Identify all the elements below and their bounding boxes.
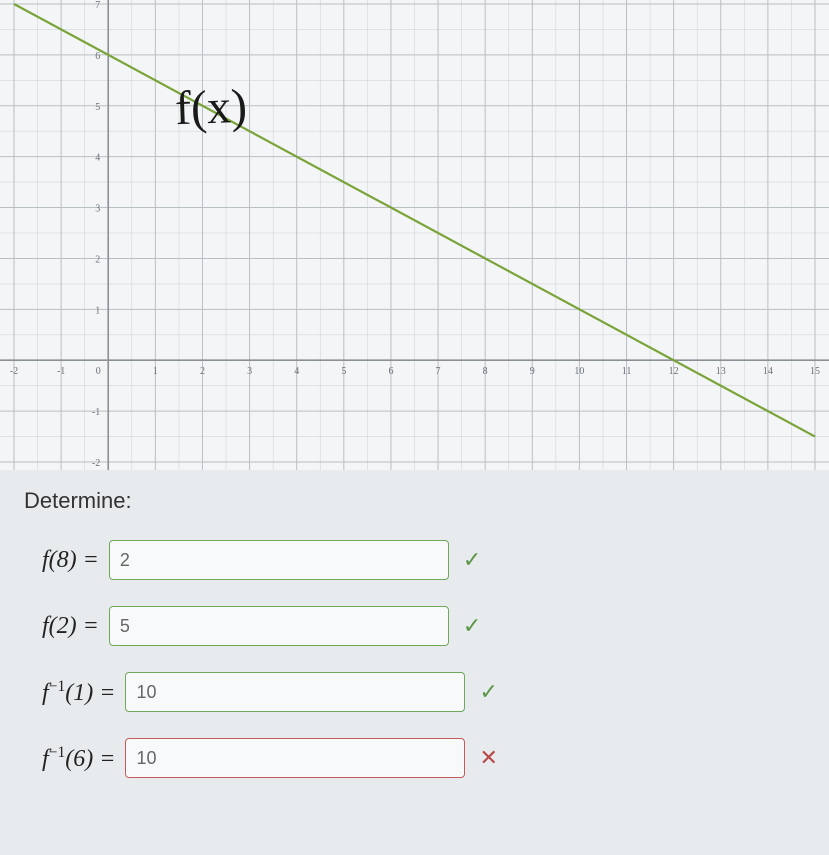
check-icon: ✓ — [463, 613, 487, 639]
answer-math-label: f−1(1) = — [42, 678, 115, 707]
svg-text:13: 13 — [716, 366, 726, 377]
answer-math-label: f(8) = — [42, 547, 99, 574]
svg-text:12: 12 — [669, 366, 679, 377]
svg-text:4: 4 — [294, 366, 299, 377]
check-icon: ✓ — [463, 547, 487, 573]
check-icon: ✓ — [479, 679, 503, 705]
svg-text:-1: -1 — [92, 407, 100, 418]
answer-math-label: f(2) = — [42, 613, 99, 640]
svg-text:6: 6 — [95, 51, 100, 62]
svg-text:3: 3 — [95, 204, 100, 215]
svg-text:15: 15 — [810, 366, 820, 377]
answer-row: f(8) = ✓ — [42, 540, 805, 580]
answer-input[interactable] — [109, 540, 449, 580]
svg-text:7: 7 — [436, 366, 441, 377]
answer-input[interactable] — [125, 672, 465, 712]
answer-math-label: f−1(6) = — [42, 744, 115, 773]
svg-text:4: 4 — [95, 153, 100, 164]
svg-text:14: 14 — [763, 366, 773, 377]
answer-input[interactable] — [125, 738, 465, 778]
svg-text:11: 11 — [622, 366, 632, 377]
svg-text:5: 5 — [95, 102, 100, 113]
chart-region: -2-10123456789101112131415-2-11234567 f(… — [0, 0, 829, 470]
svg-text:2: 2 — [200, 366, 205, 377]
svg-text:2: 2 — [95, 254, 100, 265]
answer-row: f−1(6) = ✕ — [42, 738, 805, 778]
svg-text:7: 7 — [95, 0, 100, 11]
cross-icon: ✕ — [479, 745, 503, 771]
svg-text:10: 10 — [574, 366, 584, 377]
svg-text:3: 3 — [247, 366, 252, 377]
svg-text:1: 1 — [153, 366, 158, 377]
svg-text:0: 0 — [96, 366, 101, 377]
question-region: Determine: f(8) = ✓ f(2) = ✓ f−1(1) = ✓ f−1(6)… — [0, 470, 829, 834]
svg-text:1: 1 — [95, 305, 100, 316]
answer-row: f−1(1) = ✓ — [42, 672, 805, 712]
function-label-handwritten: f(x) — [174, 79, 248, 136]
svg-text:6: 6 — [388, 366, 393, 377]
svg-text:8: 8 — [483, 366, 488, 377]
svg-text:-1: -1 — [57, 366, 65, 377]
question-prompt: Determine: — [24, 488, 805, 514]
answers-list: f(8) = ✓ f(2) = ✓ f−1(1) = ✓ f−1(6) = ✕ — [24, 540, 805, 778]
chart-svg: -2-10123456789101112131415-2-11234567 — [0, 0, 829, 470]
answer-input[interactable] — [109, 606, 449, 646]
svg-text:5: 5 — [341, 366, 346, 377]
answer-row: f(2) = ✓ — [42, 606, 805, 646]
svg-text:-2: -2 — [10, 366, 18, 377]
svg-text:9: 9 — [530, 366, 535, 377]
svg-text:-2: -2 — [92, 458, 100, 469]
